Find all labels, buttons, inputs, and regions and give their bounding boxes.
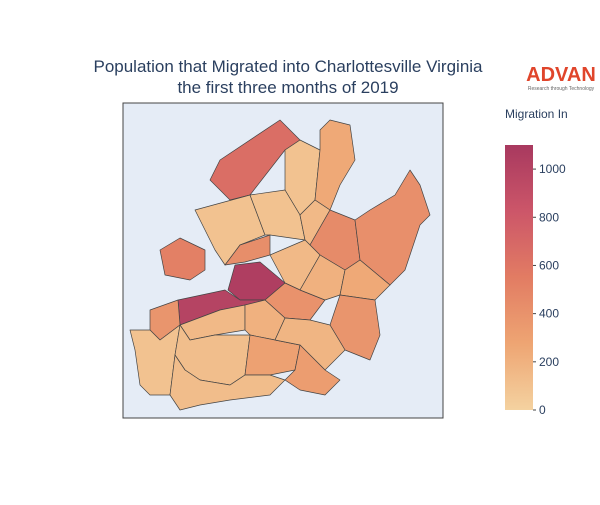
colorbar-tick-label: 400 — [539, 307, 559, 321]
region — [354, 169, 431, 286]
colorbar-ticks: 0 200 400 600 800 1000 — [533, 162, 566, 417]
logo-tagline: Research through Technology — [528, 86, 595, 92]
region — [274, 317, 346, 371]
colorbar-tick-label: 200 — [539, 355, 559, 369]
colorbar-tick-label: 1000 — [539, 162, 566, 176]
region — [209, 119, 301, 201]
colorbar-tick-label: 0 — [539, 403, 546, 417]
colorbar-title: Migration In — [505, 107, 568, 121]
region — [299, 254, 346, 301]
region — [314, 119, 356, 211]
colorbar-tick-label: 600 — [539, 258, 559, 272]
region — [284, 344, 341, 396]
region — [339, 259, 391, 301]
region — [159, 237, 206, 281]
region — [224, 234, 271, 266]
title-line: Population that Migrated into Charlottes… — [93, 57, 483, 76]
logo-name: ADVAN — [526, 64, 596, 86]
colorbar-tick-label: 800 — [539, 210, 559, 224]
colorbar — [505, 145, 533, 410]
title-line: the first three months of 2019 — [177, 78, 398, 97]
region — [169, 354, 286, 411]
regions — [129, 119, 431, 411]
